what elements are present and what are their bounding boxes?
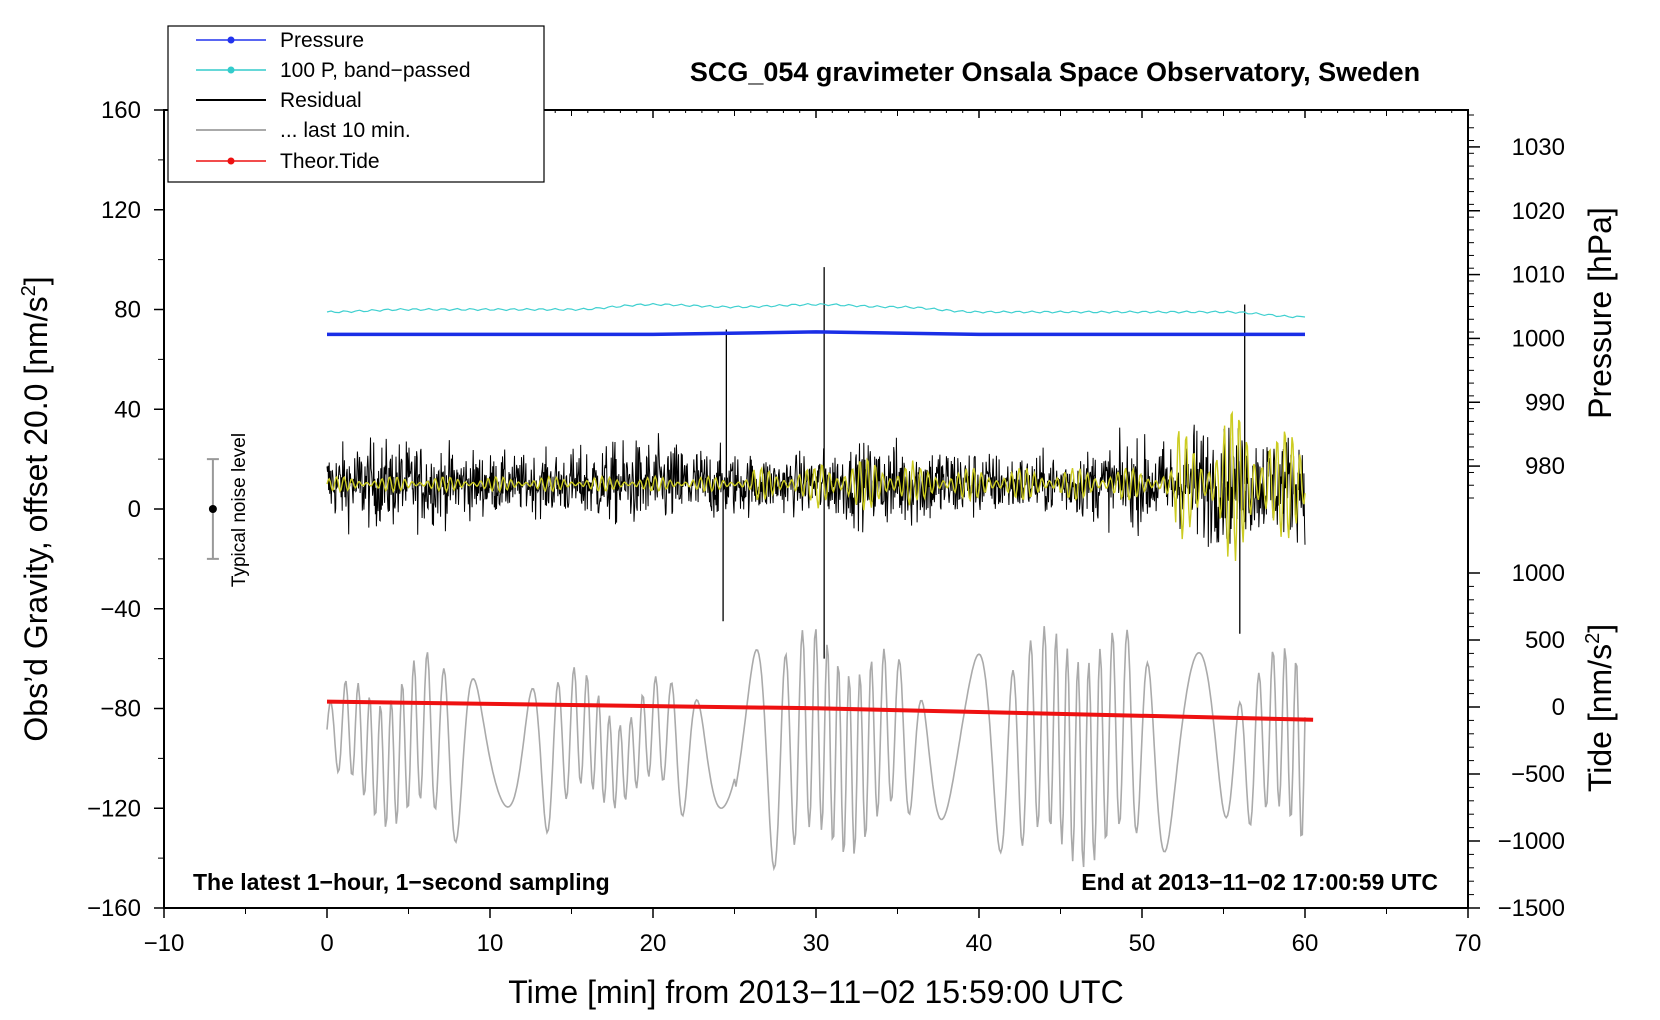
x-tick-label: 10 (477, 930, 504, 957)
x-tick-label: 0 (320, 930, 333, 957)
y-tick-label: −40 (100, 596, 141, 623)
legend-entry-last-10-min: ... last 10 min. (196, 119, 411, 142)
y-tick-label: −80 (100, 696, 141, 723)
tide-tick-label: −1000 (1498, 828, 1565, 855)
pressure-tick-label: 980 (1525, 453, 1565, 480)
y-axis-title: Obs’d Gravity, offset 20.0 [nm/s2] (18, 276, 54, 741)
x-tick-label: −10 (144, 930, 185, 957)
y-axis-title-sup: 2 (18, 285, 40, 296)
pressure-tick-label: 1030 (1512, 134, 1565, 161)
chart-title: SCG_054 gravimeter Onsala Space Observat… (690, 57, 1420, 87)
pressure-tick-label: 990 (1525, 389, 1565, 416)
annotation-sampling: The latest 1−hour, 1−second sampling (193, 869, 610, 895)
plot-frame (163, 109, 1469, 909)
legend-marker-theor-tide (227, 157, 235, 165)
x-tick-label: 20 (640, 930, 667, 957)
y-tick-label: 40 (114, 396, 141, 423)
noise-level-indicator: Typical noise level (206, 433, 250, 587)
legend: Pressure 100 P, band−passed Residual ...… (167, 25, 545, 183)
x-tick-label: 50 (1129, 930, 1156, 957)
y-tick-label: 0 (128, 496, 141, 523)
series-100p-band-passed (326, 302, 1306, 319)
legend-entry-theor-tide: Theor.Tide (196, 150, 380, 173)
legend-label-pressure: Pressure (280, 29, 364, 52)
legend-entry-residual: Residual (196, 89, 362, 112)
x-tick-label: 40 (966, 930, 993, 957)
series-theor-tide (326, 699, 1314, 722)
legend-label-residual: Residual (280, 89, 362, 112)
legend-marker-bandpassed (227, 66, 235, 74)
axes-layer: −10 0 10 20 30 40 50 60 70−160−120−80−4004080120… (87, 97, 1565, 957)
series-band-passed-residual (326, 410, 1306, 562)
tide-axis-title-main: Tide [nm/s (1582, 644, 1618, 792)
tide-tick-label: −1500 (1498, 895, 1565, 922)
noise-level-label: Typical noise level (229, 433, 250, 587)
legend-box (167, 25, 545, 183)
y-tick-label: 120 (101, 197, 141, 224)
tide-tick-label: 1000 (1512, 560, 1565, 587)
y-tick-label: 80 (114, 297, 141, 324)
pressure-tick-label: 1020 (1512, 198, 1565, 225)
tide-tick-label: 0 (1552, 694, 1565, 721)
x-axis-title: Time [min] from 2013−11−02 15:59:00 UTC (508, 974, 1123, 1010)
legend-marker-pressure (227, 36, 235, 44)
pressure-tick-label: 1010 (1512, 262, 1565, 289)
y-axis-title-tail: ] (18, 276, 54, 285)
series-layer (326, 267, 1314, 872)
tide-tick-label: 500 (1525, 627, 1565, 654)
x-tick-label: 30 (803, 930, 830, 957)
legend-label-theor-tide: Theor.Tide (280, 150, 380, 173)
x-tick-label: 60 (1292, 930, 1319, 957)
y-tick-label: −120 (87, 795, 141, 822)
tide-axis-title-sup: 2 (1582, 633, 1604, 644)
y-tick-label: 160 (101, 97, 141, 124)
tide-axis-title-tail: ] (1582, 624, 1618, 633)
series-pressure (327, 330, 1305, 337)
annotation-end-time: End at 2013−11−02 17:00:59 UTC (1081, 869, 1438, 895)
pressure-axis-title: Pressure [hPa] (1582, 207, 1618, 419)
y-axis-title-main: Obs’d Gravity, offset 20.0 [nm/s (18, 296, 54, 741)
legend-label-last-10-min: ... last 10 min. (280, 119, 411, 142)
legend-label-bandpassed: 100 P, band−passed (280, 59, 471, 82)
pressure-tick-label: 1000 (1512, 325, 1565, 352)
tide-tick-label: −500 (1511, 761, 1565, 788)
legend-entry-bandpassed: 100 P, band−passed (196, 59, 471, 82)
legend-entry-pressure: Pressure (196, 29, 364, 52)
x-tick-label: 70 (1455, 930, 1482, 957)
y-tick-label: −160 (87, 895, 141, 922)
tide-axis-title: Tide [nm/s2] (1582, 624, 1618, 792)
series-last-10-min (326, 626, 1306, 872)
noise-level-dot (208, 505, 217, 513)
